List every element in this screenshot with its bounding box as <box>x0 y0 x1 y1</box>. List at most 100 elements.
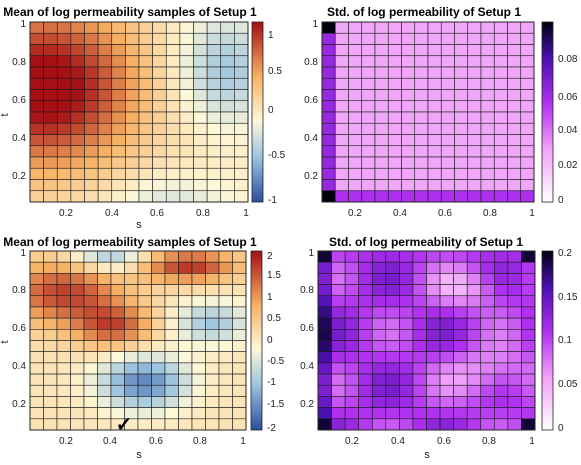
heatmap-cell <box>371 362 387 375</box>
heatmap-cell <box>179 44 194 57</box>
heatmap-cell <box>97 122 113 135</box>
heatmap-cell <box>348 134 363 147</box>
heatmap-cell <box>43 373 58 386</box>
heatmap-cell <box>374 77 389 90</box>
heatmap-cell <box>83 261 98 274</box>
heatmap-cell <box>385 396 400 408</box>
heatmap-cell <box>480 55 495 68</box>
y-tick-label: 0.4 <box>12 133 26 144</box>
heatmap-cell <box>358 396 373 408</box>
heatmap-cell <box>206 32 222 45</box>
heatmap-cell <box>348 77 363 90</box>
colorbar: 0.08 0.06 0.04 0.02 0 <box>541 21 578 206</box>
heatmap-cell <box>110 284 125 297</box>
heatmap-cell <box>348 32 363 45</box>
heatmap-cell <box>385 284 400 297</box>
heatmap-cell <box>493 111 508 124</box>
x-tick-label: 0.8 <box>482 436 496 447</box>
heatmap-cell <box>43 273 58 285</box>
heatmap-cell <box>138 156 153 169</box>
heatmap-cell <box>234 32 249 45</box>
heatmap-cell <box>137 284 152 297</box>
heatmap-cell <box>84 134 99 147</box>
heatmap-cell <box>70 284 85 297</box>
heatmap-cell <box>220 32 235 45</box>
heatmap-cell <box>344 396 359 408</box>
heatmap-cell <box>374 134 389 147</box>
heatmap-cell <box>152 44 167 57</box>
heatmap-cell <box>493 122 508 135</box>
heatmap-cell <box>507 156 522 169</box>
heatmap-cell <box>56 190 72 203</box>
heatmap-cell <box>218 273 233 285</box>
heatmap-cell <box>374 167 389 180</box>
heatmap-cell <box>454 134 469 147</box>
heatmap-cell <box>29 329 44 341</box>
heatmap-cell <box>454 21 469 34</box>
heatmap-cell <box>344 329 359 341</box>
heatmap-cell <box>412 384 427 397</box>
colorbar-gradient <box>541 21 554 203</box>
heatmap-cell <box>334 167 349 180</box>
heatmap-cell <box>234 44 249 57</box>
heatmap-cell <box>426 261 441 274</box>
heatmap-cell <box>218 317 233 330</box>
heatmap-cell <box>480 273 495 285</box>
heatmap-cell <box>454 100 469 113</box>
heatmap-cell <box>152 190 167 203</box>
heatmap-cell <box>232 261 247 274</box>
heatmap-cell <box>453 396 468 408</box>
heatmap-cell <box>331 362 346 375</box>
heatmap-cell <box>371 384 387 397</box>
heatmap-cell <box>111 89 126 102</box>
heatmap-cell <box>97 89 113 102</box>
heatmap-cell <box>358 340 373 352</box>
heatmap-cell <box>321 134 336 147</box>
heatmap-cell <box>191 396 206 408</box>
heatmap-cell <box>401 145 416 158</box>
heatmap-cell <box>426 317 441 330</box>
heatmap-cell <box>331 418 346 431</box>
heatmap-cell <box>97 145 113 158</box>
heatmap-cell <box>178 396 193 408</box>
heatmap-cell <box>124 273 139 285</box>
heatmap-cell <box>493 55 508 68</box>
heatmap-cell <box>97 384 112 397</box>
heatmap-cell <box>348 89 363 102</box>
heatmap-cell <box>387 55 402 68</box>
heatmap-cell <box>110 351 125 364</box>
heatmap-cell <box>220 89 235 102</box>
heatmap-cell <box>507 384 522 397</box>
heatmap-cell <box>439 250 454 263</box>
heatmap-cell <box>191 317 206 330</box>
heatmap-cell <box>507 373 522 386</box>
heatmap-cell <box>331 317 346 330</box>
heatmap-cell <box>414 44 429 57</box>
heatmap-cell <box>151 295 166 308</box>
y-ticks: 0.2 0.4 0.6 0.8 1 <box>304 19 318 182</box>
heatmap-cell <box>125 21 140 34</box>
heatmap-cell <box>43 89 58 102</box>
colorbar-tick: 1 <box>268 30 274 41</box>
heatmap-cell <box>493 44 508 57</box>
heatmap-cell <box>507 32 522 45</box>
heatmap-cell <box>466 384 482 397</box>
plot-frame <box>29 21 249 203</box>
heatmap-cell <box>466 351 482 364</box>
heatmap-cell <box>439 362 454 375</box>
heatmap-cell <box>454 32 469 45</box>
heatmap-cell <box>401 77 416 90</box>
heatmap-cell <box>56 306 71 319</box>
panel-title: Std. of log permeability of Setup 1 <box>329 235 523 249</box>
heatmap-cell <box>494 340 509 352</box>
plot-frame <box>321 21 535 203</box>
heatmap-cell <box>454 167 469 180</box>
heatmap-cell <box>138 100 153 113</box>
heatmap-cell <box>427 100 442 113</box>
heatmap-cell <box>193 66 208 79</box>
heatmap-cell <box>387 134 402 147</box>
heatmap-cell <box>521 396 536 408</box>
heatmap-cell <box>205 284 220 297</box>
heatmap-cell <box>520 77 535 90</box>
